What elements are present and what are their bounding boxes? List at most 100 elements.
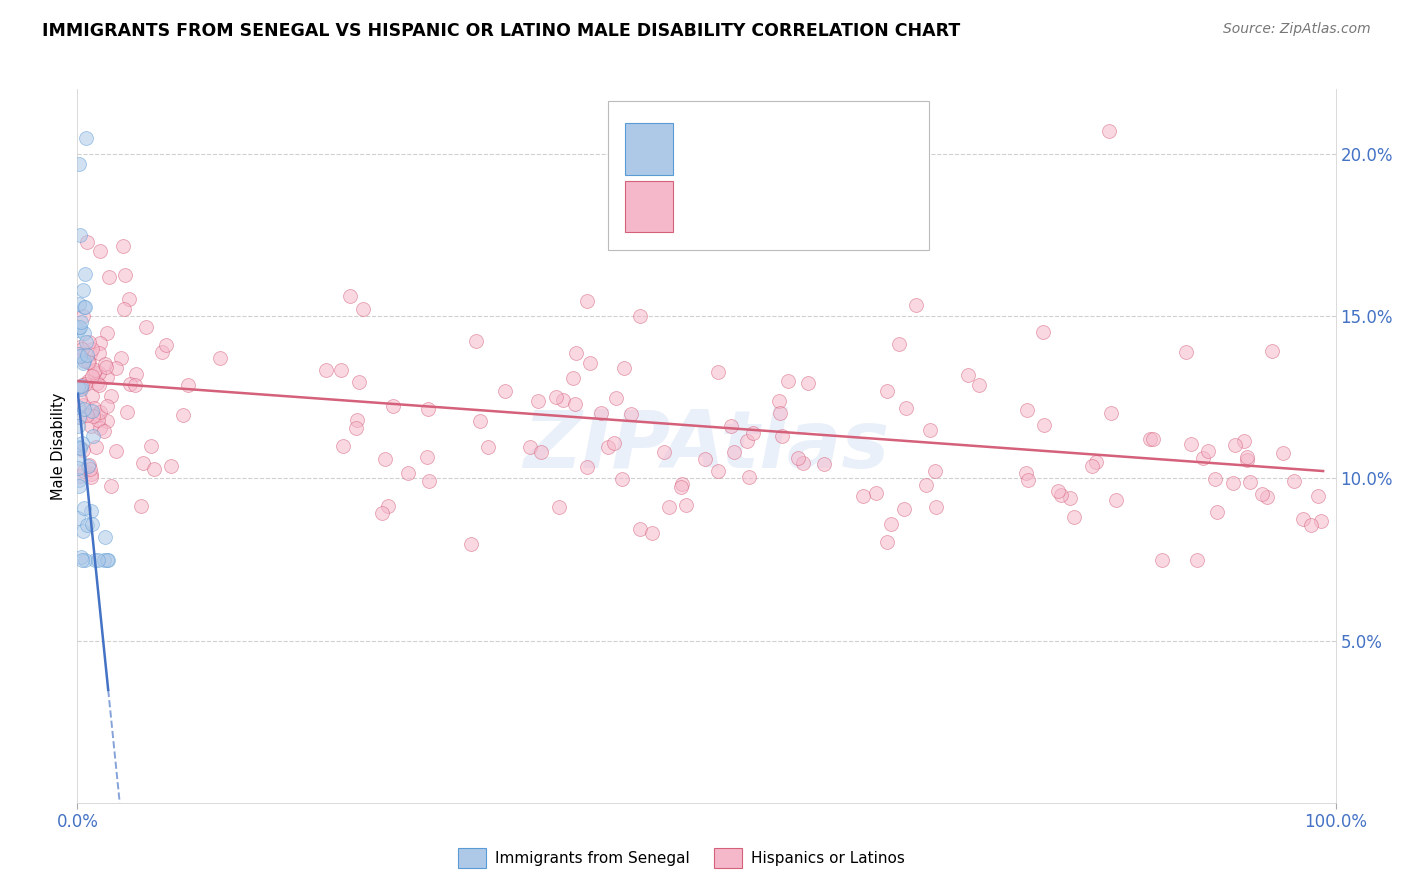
- Point: [344, 421, 367, 435]
- Point: [94, 530, 117, 544]
- Point: [67, 380, 90, 394]
- Point: [70, 342, 93, 356]
- Point: [377, 499, 399, 513]
- Point: [97, 270, 120, 285]
- Point: [494, 384, 516, 399]
- Point: [150, 345, 173, 359]
- Point: [86, 376, 108, 390]
- Text: N =: N =: [811, 141, 842, 159]
- Point: [76, 409, 98, 423]
- Point: [1306, 489, 1329, 503]
- Point: [769, 406, 792, 420]
- Point: [671, 477, 693, 491]
- Point: [579, 356, 602, 370]
- Point: [82, 342, 104, 356]
- Point: [641, 525, 664, 540]
- Point: [589, 406, 612, 420]
- Point: [1099, 406, 1122, 420]
- Point: [735, 434, 758, 448]
- Point: [139, 439, 162, 453]
- Point: [69, 340, 91, 354]
- Text: R = -0.224: R = -0.224: [688, 141, 778, 159]
- Point: [1236, 453, 1258, 467]
- Point: [80, 467, 103, 481]
- Point: [658, 500, 681, 515]
- Point: [1301, 518, 1323, 533]
- Point: [925, 500, 948, 515]
- Point: [1049, 488, 1071, 502]
- Point: [125, 368, 148, 382]
- Point: [418, 475, 440, 489]
- Point: [329, 363, 352, 377]
- Point: [177, 377, 200, 392]
- Point: [69, 320, 91, 334]
- Point: [768, 394, 790, 409]
- Point: [69, 469, 91, 483]
- Point: [93, 552, 115, 566]
- Point: [1046, 483, 1069, 498]
- Point: [69, 381, 91, 395]
- Point: [82, 516, 104, 531]
- Point: [519, 441, 541, 455]
- Point: [69, 379, 91, 393]
- Point: [79, 404, 101, 418]
- Point: [1059, 491, 1081, 505]
- Point: [79, 419, 101, 434]
- Point: [1139, 432, 1161, 446]
- Point: [904, 298, 927, 312]
- Point: [97, 552, 120, 566]
- Point: [332, 439, 354, 453]
- Point: [66, 401, 89, 415]
- Point: [75, 552, 97, 566]
- Point: [73, 353, 96, 368]
- Point: [84, 552, 107, 566]
- Text: 196: 196: [855, 198, 891, 216]
- Point: [1033, 418, 1056, 433]
- Point: [770, 428, 793, 442]
- Point: [87, 377, 110, 392]
- Point: [172, 408, 194, 422]
- Point: [87, 408, 110, 422]
- Point: [315, 363, 337, 377]
- Point: [89, 346, 111, 360]
- Point: [416, 450, 439, 464]
- Point: [69, 347, 91, 361]
- Point: [562, 371, 585, 385]
- Point: [915, 478, 938, 492]
- Point: [80, 470, 103, 484]
- Point: [575, 294, 598, 309]
- Point: [1204, 472, 1226, 486]
- Point: [352, 302, 374, 317]
- Point: [77, 458, 100, 473]
- Point: [1180, 437, 1202, 451]
- Point: [72, 309, 94, 323]
- Point: [720, 418, 742, 433]
- Point: [69, 410, 91, 425]
- Point: [135, 319, 157, 334]
- Point: [1150, 552, 1173, 566]
- Point: [73, 267, 96, 281]
- Point: [738, 470, 761, 484]
- Point: [75, 300, 97, 314]
- Point: [1032, 326, 1054, 340]
- Point: [73, 326, 96, 341]
- Point: [565, 346, 588, 360]
- Point: [707, 365, 730, 379]
- Point: [72, 436, 94, 450]
- Point: [1142, 432, 1164, 446]
- Point: [876, 534, 898, 549]
- Point: [67, 461, 90, 475]
- Point: [208, 351, 231, 365]
- Point: [66, 418, 89, 433]
- Point: [105, 444, 128, 458]
- Text: Hispanics or Latinos: Hispanics or Latinos: [751, 851, 904, 865]
- Point: [792, 456, 814, 470]
- Point: [374, 452, 396, 467]
- Point: [76, 517, 98, 532]
- Point: [96, 399, 118, 413]
- Point: [96, 370, 118, 384]
- Text: R = -0.258: R = -0.258: [688, 198, 778, 216]
- Point: [72, 464, 94, 478]
- Point: [786, 450, 808, 465]
- Point: [73, 401, 96, 416]
